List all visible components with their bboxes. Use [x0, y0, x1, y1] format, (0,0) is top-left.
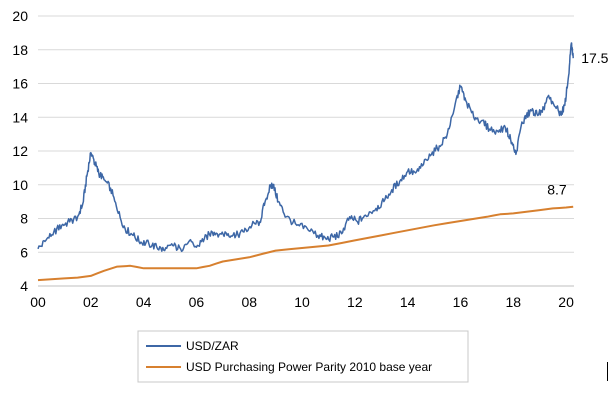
- annotations: 17.5 8.7: [547, 50, 608, 198]
- x-tick-label: 06: [189, 294, 205, 310]
- y-tick-label: 16: [12, 76, 28, 92]
- text-cursor: [607, 362, 608, 381]
- y-tick-label: 10: [12, 177, 28, 193]
- y-tick-label: 20: [12, 8, 28, 24]
- x-tick-label: 12: [347, 294, 363, 310]
- series-layer: [37, 42, 574, 282]
- y-tick-label: 12: [12, 143, 28, 159]
- x-tick-label: 02: [83, 294, 99, 310]
- x-tick-label: 20: [558, 294, 574, 310]
- y-tick-label: 18: [12, 42, 28, 58]
- y-tick-label: 4: [20, 278, 28, 294]
- y-tick-label: 14: [12, 109, 28, 125]
- x-tick-label: 10: [294, 294, 310, 310]
- x-tick-label: 08: [241, 294, 257, 310]
- x-tick-label: 00: [30, 294, 46, 310]
- series-line-usd-zar: [37, 42, 574, 253]
- legend: USD/ZAR USD Purchasing Power Parity 2010…: [137, 330, 469, 383]
- x-tick-label: 04: [136, 294, 152, 310]
- x-axis-ticks: 00 02 04 06 08 10 12 14 16 18 20: [30, 294, 574, 310]
- data-label: 8.7: [547, 182, 567, 198]
- legend-box: [137, 330, 469, 383]
- cropped-text-fragment: [88, 395, 548, 402]
- legend-label-ppp: USD Purchasing Power Parity 2010 base ye…: [186, 360, 432, 374]
- x-tick-label: 18: [505, 294, 521, 310]
- y-tick-label: 6: [20, 244, 28, 260]
- data-label: 17.5: [581, 50, 608, 66]
- y-tick-label: 8: [20, 211, 28, 227]
- series-line-ppp: [37, 205, 574, 282]
- x-tick-label: 16: [453, 294, 469, 310]
- x-tick-label: 14: [400, 294, 416, 310]
- legend-label-usd-zar: USD/ZAR: [186, 339, 239, 353]
- grid-layer: [38, 15, 574, 253]
- y-axis-ticks: 4 6 8 10 12 14 16 18 20: [12, 8, 28, 294]
